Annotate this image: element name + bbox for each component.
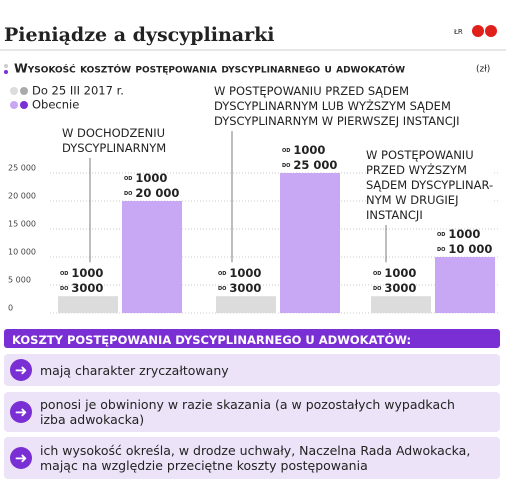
legend-swatch bbox=[10, 101, 18, 109]
max-value: 25 000 bbox=[293, 158, 337, 172]
data-label: od 1000 bbox=[218, 266, 261, 280]
arrow-icon: ➜ bbox=[10, 359, 32, 381]
panel-title: KOSZTY POSTĘPOWANIA DYSCYPLINARNEGO U AD… bbox=[12, 333, 412, 347]
panel-item: ➜ ponosi je obwiniony w razie skazania (a… bbox=[4, 392, 500, 432]
bullet bbox=[4, 70, 8, 74]
data-label: od 1000 bbox=[282, 143, 325, 157]
legend-label: Obecnie bbox=[32, 98, 79, 112]
logo-circle bbox=[472, 25, 484, 37]
min-value: 1000 bbox=[384, 266, 416, 280]
y-tick-label: 10 000 bbox=[8, 248, 36, 257]
category-label: W POSTĘPOWANIU PRZED WYŻSZYM SĄDEM DYSCY… bbox=[366, 148, 494, 223]
data-label: od 1000 bbox=[60, 266, 103, 280]
category-label: W DOCHODZENIU DYSCYPLINARNYM bbox=[62, 126, 167, 156]
max-value: 3000 bbox=[384, 281, 416, 295]
data-label: od 1000 bbox=[124, 171, 167, 185]
unit: (zł) bbox=[476, 65, 490, 75]
arrow-icon: ➜ bbox=[10, 401, 32, 423]
data-label: do 10 000 bbox=[437, 242, 492, 256]
data-label: do 3000 bbox=[218, 281, 261, 295]
range-prefix: od bbox=[282, 145, 290, 154]
panel-item-text: ich wysokość określa, w drodze uchwały, … bbox=[40, 443, 471, 473]
arrow-icon: ➜ bbox=[10, 447, 32, 469]
range-prefix: od bbox=[437, 229, 445, 238]
range-prefix: do bbox=[282, 160, 290, 169]
data-label: od 1000 bbox=[373, 266, 416, 280]
max-value: 20 000 bbox=[135, 186, 179, 200]
bar bbox=[435, 257, 495, 313]
min-value: 1000 bbox=[71, 266, 103, 280]
logo-text: ŁR bbox=[453, 28, 463, 36]
panel-item-text: mają charakter zryczałtowany bbox=[40, 362, 229, 378]
bar bbox=[216, 296, 276, 313]
max-value: 10 000 bbox=[448, 242, 492, 256]
min-value: 1000 bbox=[135, 171, 167, 185]
min-value: 1000 bbox=[448, 227, 480, 241]
category-label: W POSTĘPOWANIU PRZED SĄDEM DYSCYPLINARNY… bbox=[214, 84, 460, 129]
logo-circle bbox=[485, 25, 497, 37]
panel-item: ➜ mają charakter zryczałtowany bbox=[4, 354, 500, 386]
title: Pieniądze a dyscyplinarki bbox=[4, 24, 275, 46]
data-label: do 25 000 bbox=[282, 158, 337, 172]
range-prefix: od bbox=[218, 268, 226, 277]
bullet bbox=[4, 64, 8, 68]
legend-swatch bbox=[20, 87, 28, 95]
min-value: 1000 bbox=[293, 143, 325, 157]
legend-swatch bbox=[20, 101, 28, 109]
min-value: 1000 bbox=[229, 266, 261, 280]
max-value: 3000 bbox=[229, 281, 261, 295]
panel-header: KOSZTY POSTĘPOWANIA DYSCYPLINARNEGO U AD… bbox=[4, 329, 500, 348]
range-prefix: od bbox=[60, 268, 68, 277]
data-label: do 20 000 bbox=[124, 186, 179, 200]
y-tick-label: 20 000 bbox=[8, 192, 36, 201]
y-tick-label: 0 bbox=[8, 304, 13, 313]
y-tick-label: 5 000 bbox=[8, 276, 31, 285]
range-prefix: do bbox=[124, 188, 132, 197]
range-prefix: do bbox=[373, 283, 381, 292]
range-prefix: do bbox=[60, 283, 68, 292]
data-label: do 3000 bbox=[60, 281, 103, 295]
legend-label: Do 25 III 2017 r. bbox=[32, 84, 124, 98]
panel-item: ➜ ich wysokość określa, w drodze uchwały,… bbox=[4, 437, 500, 479]
bar bbox=[371, 296, 431, 313]
y-tick-label: 15 000 bbox=[8, 220, 36, 229]
legend-swatch bbox=[10, 87, 18, 95]
max-value: 3000 bbox=[71, 281, 103, 295]
bar bbox=[280, 173, 340, 313]
panel-item-text: ponosi je obwiniony w razie skazania (a … bbox=[40, 397, 455, 427]
bar bbox=[58, 296, 118, 313]
bar bbox=[122, 201, 182, 313]
range-prefix: do bbox=[218, 283, 226, 292]
range-prefix: od bbox=[373, 268, 381, 277]
y-tick-label: 25 000 bbox=[8, 164, 36, 173]
data-label: od 1000 bbox=[437, 227, 480, 241]
subtitle: Wysokość kosztów postępowania dyscyplina… bbox=[14, 61, 405, 76]
data-label: do 3000 bbox=[373, 281, 416, 295]
range-prefix: do bbox=[437, 244, 445, 253]
range-prefix: od bbox=[124, 173, 132, 182]
